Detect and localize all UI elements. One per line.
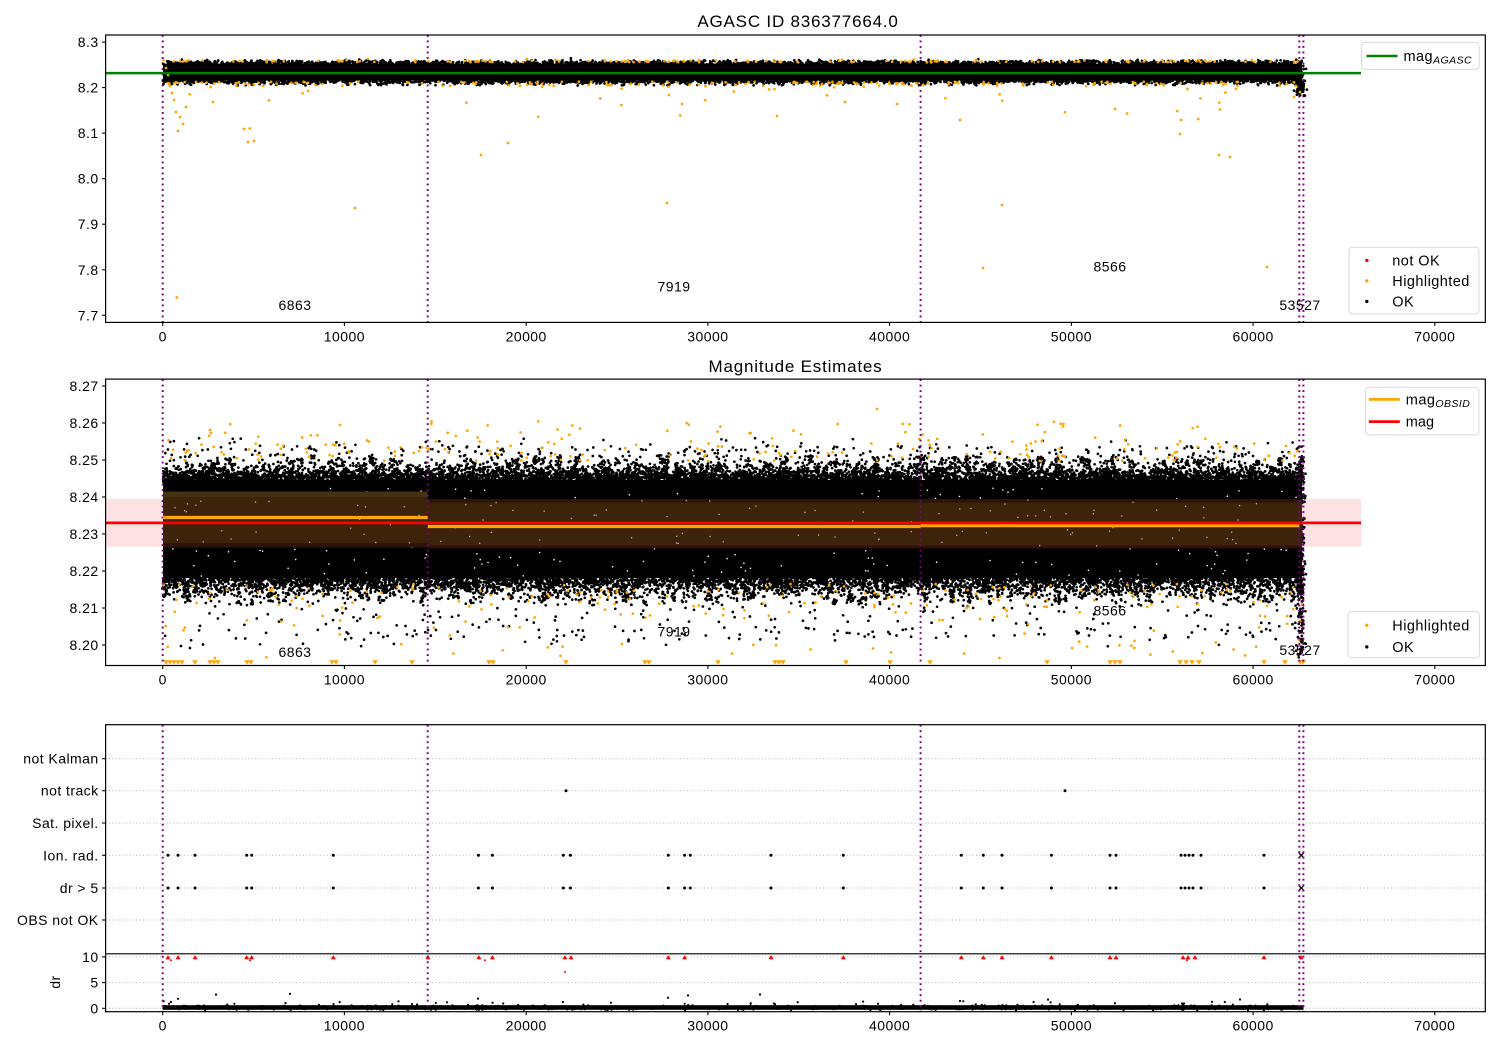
svg-text:dr > 5: dr > 5 bbox=[60, 880, 99, 896]
svg-text:Magnitude Estimates: Magnitude Estimates bbox=[709, 357, 883, 376]
svg-text:30000: 30000 bbox=[687, 328, 728, 344]
svg-text:5: 5 bbox=[90, 975, 98, 991]
svg-text:60000: 60000 bbox=[1233, 672, 1274, 688]
svg-text:70000: 70000 bbox=[1414, 328, 1455, 344]
svg-text:0: 0 bbox=[159, 328, 167, 344]
svg-text:not track: not track bbox=[41, 783, 99, 799]
svg-text:8.0: 8.0 bbox=[78, 171, 99, 187]
svg-text:20000: 20000 bbox=[506, 328, 547, 344]
svg-text:10000: 10000 bbox=[324, 328, 365, 344]
svg-text:10000: 10000 bbox=[324, 1018, 365, 1034]
svg-text:8566: 8566 bbox=[1094, 603, 1127, 619]
svg-text:60000: 60000 bbox=[1233, 1018, 1274, 1034]
svg-text:Highlighted: Highlighted bbox=[1392, 618, 1470, 634]
svg-text:10000: 10000 bbox=[324, 672, 365, 688]
svg-text:50000: 50000 bbox=[1051, 1018, 1092, 1034]
svg-text:Ion. rad.: Ion. rad. bbox=[43, 847, 98, 863]
svg-text:8.24: 8.24 bbox=[70, 489, 99, 505]
svg-text:7.7: 7.7 bbox=[78, 307, 99, 323]
svg-text:8.1: 8.1 bbox=[78, 125, 99, 141]
svg-text:OK: OK bbox=[1392, 640, 1414, 656]
svg-text:53527: 53527 bbox=[1279, 297, 1320, 313]
svg-text:0: 0 bbox=[159, 1018, 167, 1034]
svg-text:0: 0 bbox=[90, 1000, 98, 1016]
svg-text:Highlighted: Highlighted bbox=[1392, 274, 1470, 290]
svg-text:Sat. pixel.: Sat. pixel. bbox=[32, 815, 98, 831]
svg-text:70000: 70000 bbox=[1414, 1018, 1455, 1034]
svg-text:7.9: 7.9 bbox=[78, 216, 99, 232]
svg-text:8.25: 8.25 bbox=[70, 452, 99, 468]
svg-text:70000: 70000 bbox=[1414, 672, 1455, 688]
svg-text:8.23: 8.23 bbox=[70, 526, 99, 542]
svg-text:not Kalman: not Kalman bbox=[23, 751, 98, 767]
svg-text:8.2: 8.2 bbox=[78, 80, 99, 96]
svg-text:8.21: 8.21 bbox=[70, 600, 99, 616]
svg-text:8566: 8566 bbox=[1094, 259, 1127, 275]
svg-text:AGASC ID 836377664.0: AGASC ID 836377664.0 bbox=[697, 12, 898, 31]
svg-text:mag: mag bbox=[1406, 415, 1434, 431]
svg-text:8.26: 8.26 bbox=[70, 415, 99, 431]
svg-text:30000: 30000 bbox=[687, 672, 728, 688]
svg-text:7919: 7919 bbox=[658, 279, 691, 295]
svg-text:53527: 53527 bbox=[1279, 642, 1320, 658]
svg-text:10: 10 bbox=[82, 949, 98, 965]
svg-text:8.27: 8.27 bbox=[70, 378, 99, 394]
svg-text:6863: 6863 bbox=[279, 644, 312, 660]
svg-text:30000: 30000 bbox=[687, 1018, 728, 1034]
svg-text:8.22: 8.22 bbox=[70, 563, 99, 579]
svg-text:20000: 20000 bbox=[506, 672, 547, 688]
svg-text:8.3: 8.3 bbox=[78, 34, 99, 50]
svg-text:50000: 50000 bbox=[1051, 328, 1092, 344]
svg-text:7919: 7919 bbox=[658, 624, 691, 640]
svg-text:OBS not OK: OBS not OK bbox=[17, 912, 99, 928]
svg-text:dr: dr bbox=[47, 975, 63, 988]
svg-text:OK: OK bbox=[1392, 294, 1414, 310]
svg-text:50000: 50000 bbox=[1051, 672, 1092, 688]
svg-text:0: 0 bbox=[159, 672, 167, 688]
svg-text:60000: 60000 bbox=[1233, 328, 1274, 344]
svg-text:8.20: 8.20 bbox=[70, 637, 99, 653]
svg-text:not OK: not OK bbox=[1392, 253, 1440, 269]
svg-text:40000: 40000 bbox=[869, 328, 910, 344]
svg-text:40000: 40000 bbox=[869, 1018, 910, 1034]
svg-text:6863: 6863 bbox=[279, 297, 312, 313]
svg-text:20000: 20000 bbox=[506, 1018, 547, 1034]
svg-text:40000: 40000 bbox=[869, 672, 910, 688]
svg-text:7.8: 7.8 bbox=[78, 262, 99, 278]
